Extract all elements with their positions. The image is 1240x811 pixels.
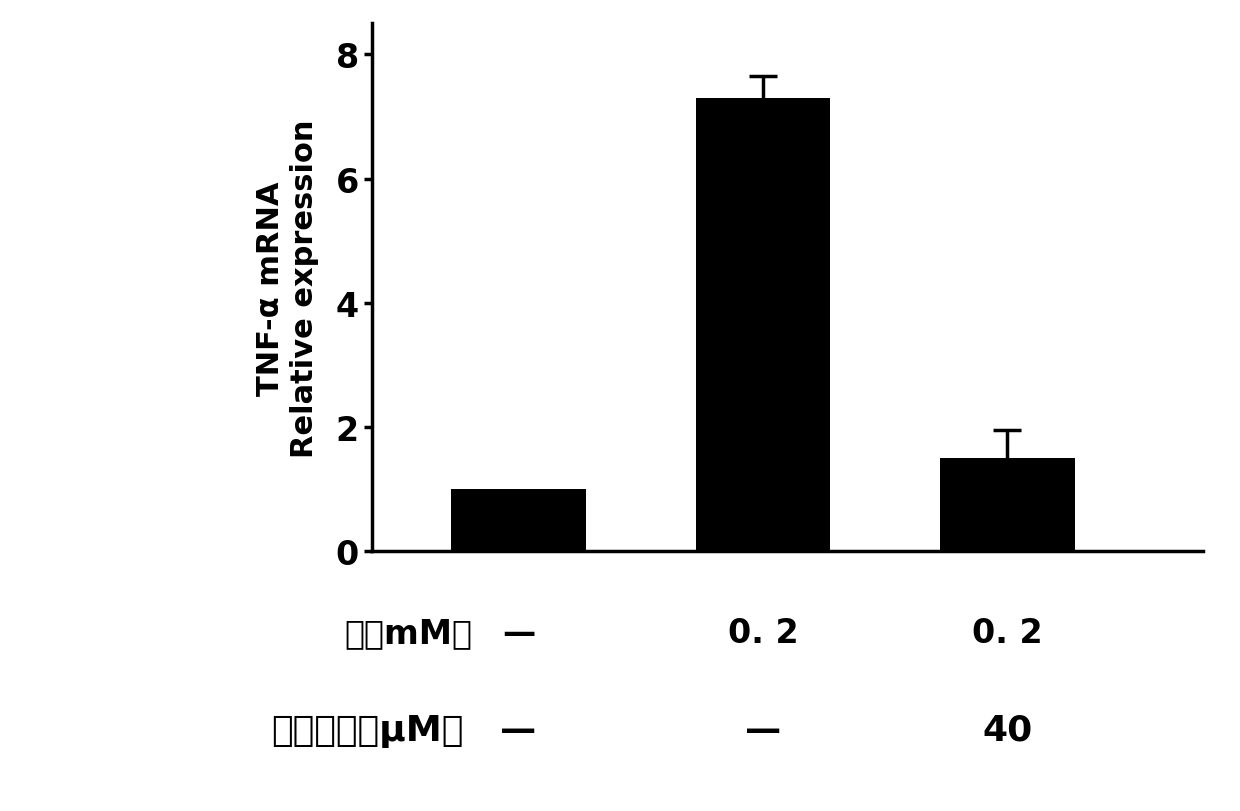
Text: 0. 2: 0. 2 [972, 616, 1043, 649]
Bar [451, 490, 585, 551]
Text: 0. 2: 0. 2 [728, 616, 799, 649]
Text: 镬（mM）: 镬（mM） [345, 616, 472, 649]
Text: —: — [501, 713, 537, 747]
Text: —: — [502, 616, 536, 649]
Bar [940, 458, 1075, 551]
Text: —: — [745, 713, 781, 747]
Text: 白藜芦醇（μM）: 白藜芦醇（μM） [270, 713, 464, 747]
Text: 40: 40 [982, 713, 1033, 747]
Bar [696, 99, 830, 551]
Y-axis label: TNF-α mRNA
Relative expression: TNF-α mRNA Relative expression [257, 119, 319, 457]
